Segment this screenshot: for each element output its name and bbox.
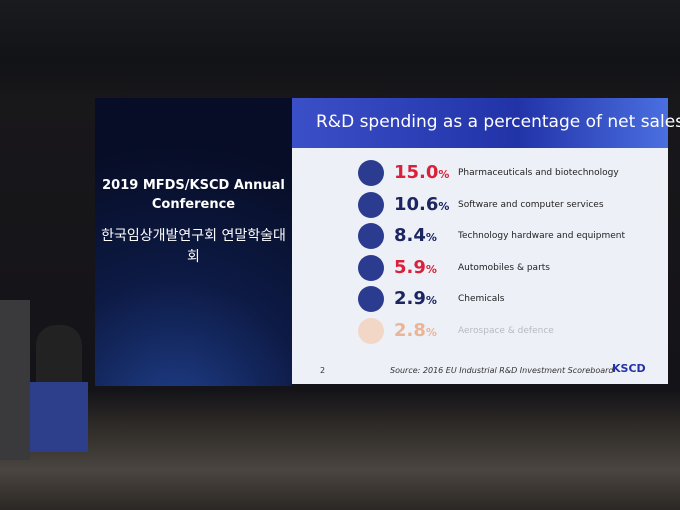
item: 5.9% Automobiles & parts xyxy=(358,254,658,283)
icon xyxy=(358,286,384,312)
speaker xyxy=(36,325,82,385)
source: Source: 2016 EU Industrial R&D Investmen… xyxy=(390,366,614,375)
korean-title: 한국임상개발연구회 연말학술대회 xyxy=(101,228,286,265)
side-screen xyxy=(0,300,30,460)
value-unit: % xyxy=(425,262,437,276)
icon xyxy=(358,223,384,249)
label: Chemicals xyxy=(458,294,505,304)
label: Pharmaceuticals and biotechnology xyxy=(458,168,619,178)
value-unit: % xyxy=(425,231,437,244)
slide: R&D spending as a percentage of net sale… xyxy=(292,98,680,384)
value-unit: % xyxy=(438,168,450,181)
item: 10.6% Software and computer services xyxy=(358,191,658,220)
value-number: 8.4 xyxy=(394,225,426,246)
item: 2.8% Aerospace & defence xyxy=(358,317,658,346)
label: Technology hardware and equipment xyxy=(458,231,626,241)
conference-title: 2019 MFDS/KSCD Annual Conference xyxy=(102,178,285,212)
value: 15.0% xyxy=(394,162,449,183)
value-number: 15.0 xyxy=(394,162,439,183)
podium xyxy=(30,382,88,452)
title-bar: R&D spending as a percentage of net sale… xyxy=(292,98,680,148)
icon xyxy=(358,191,384,218)
value-number: 10.6 xyxy=(394,193,439,215)
item: 2.9% Chemicals xyxy=(358,286,658,314)
logo: KSCD xyxy=(612,362,646,375)
icon xyxy=(358,254,384,281)
value-unit: % xyxy=(425,325,437,339)
slide-title: R&D spending as a percentage of net sale… xyxy=(316,112,680,132)
item: 15.0% Pharmaceuticals and biotechnology xyxy=(358,160,658,188)
conference-panel: 2019 MFDS/KSCD Annual Conference 한국임상개발연… xyxy=(95,98,292,386)
icon xyxy=(358,160,384,186)
value-unit: % xyxy=(438,199,450,213)
value-number: 5.9 xyxy=(394,256,426,278)
value-number: 2.9 xyxy=(394,288,426,309)
value: 2.9% xyxy=(394,288,437,309)
value: 10.6% xyxy=(394,194,449,215)
value: 2.8% xyxy=(394,320,437,341)
value-unit: % xyxy=(425,294,437,307)
value: 5.9% xyxy=(394,257,437,278)
label: Software and computer services xyxy=(458,199,604,210)
value: 8.4% xyxy=(394,225,437,246)
item: 8.4% Technology hardware and equipment xyxy=(358,223,658,251)
value-number: 2.8 xyxy=(394,319,426,341)
label: Aerospace & defence xyxy=(458,325,554,336)
label: Automobiles & parts xyxy=(458,262,550,273)
page-number: 2 xyxy=(320,366,326,375)
icon xyxy=(358,317,384,344)
